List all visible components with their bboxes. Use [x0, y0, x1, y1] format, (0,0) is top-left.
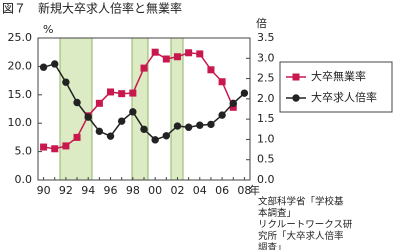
source-note: 調査」 — [258, 242, 287, 250]
y2-tick-label: 0.0 — [257, 173, 275, 186]
y-tick-label: 25.0 — [8, 31, 33, 44]
y2-tick-label: 2.5 — [257, 72, 275, 85]
x-tick-label: 04 — [193, 184, 207, 197]
x-tick-label: 92 — [59, 184, 73, 197]
marker — [73, 98, 81, 107]
legend-marker — [292, 94, 300, 102]
y-tick-label: 20.0 — [8, 59, 33, 72]
y2-tick-label: 0.5 — [257, 153, 275, 166]
source-note: 究所「大卒求人倍率 — [258, 230, 344, 242]
x-tick-label: 06 — [215, 184, 229, 197]
marker — [140, 64, 148, 72]
marker — [185, 49, 193, 57]
marker — [51, 145, 59, 153]
legend-marker — [292, 73, 300, 81]
marker — [129, 89, 137, 97]
x-tick-label: 94 — [81, 184, 95, 197]
marker — [151, 136, 159, 144]
legend — [279, 61, 393, 113]
marker — [51, 60, 59, 68]
marker — [229, 99, 237, 108]
source-note: 文部科学省「学校基 — [258, 196, 344, 208]
marker — [184, 123, 193, 131]
marker — [40, 143, 48, 151]
marker — [240, 89, 249, 97]
x-tick-label: 90 — [37, 184, 51, 197]
y-tick-label: 5.0 — [15, 145, 33, 158]
marker — [218, 111, 226, 119]
marker — [84, 113, 92, 121]
marker — [95, 99, 103, 107]
marker — [62, 78, 70, 86]
marker — [117, 117, 126, 125]
marker — [218, 78, 226, 86]
y-tick-label: 15.0 — [8, 88, 33, 101]
marker — [62, 142, 70, 150]
y2-axis-label: 倍 — [256, 16, 267, 30]
y2-tick-label: 3.0 — [257, 51, 275, 64]
marker — [207, 66, 215, 74]
source-note: リクルートワークス研 — [258, 220, 353, 231]
y2-tick-label: 1.0 — [257, 132, 275, 145]
marker — [162, 132, 171, 140]
x-tick-label: 98 — [126, 184, 140, 197]
y2-tick-label: 2.0 — [257, 92, 275, 105]
marker — [106, 132, 115, 140]
shaded-period — [59, 37, 93, 181]
legend-label: 大卒求人倍率 — [311, 90, 377, 104]
marker — [207, 120, 215, 129]
y-axis-label: % — [43, 23, 53, 36]
x-tick-label: 00 — [148, 184, 162, 197]
chart-title: 図７ 新規大卒求人倍率と無業率 — [2, 1, 182, 16]
x-axis-label: 年 — [249, 183, 260, 197]
marker — [162, 55, 170, 63]
legend-label: 大卒無業率 — [311, 69, 366, 83]
marker — [73, 133, 81, 141]
marker — [173, 53, 181, 61]
x-tick-label: 96 — [104, 184, 118, 197]
y-tick-label: 10.0 — [8, 116, 33, 129]
source-note: 本調査」 — [258, 207, 296, 219]
x-tick-label: 02 — [170, 184, 184, 197]
y-tick-label: 0.0 — [15, 173, 33, 186]
marker — [229, 103, 237, 111]
marker — [196, 50, 204, 58]
marker — [129, 108, 137, 116]
marker — [140, 125, 148, 133]
y2-tick-label: 3.5 — [257, 31, 275, 44]
marker — [107, 88, 115, 96]
marker — [118, 90, 126, 98]
y2-tick-label: 1.5 — [257, 112, 275, 125]
marker — [95, 127, 104, 136]
marker — [173, 122, 182, 130]
marker — [151, 48, 159, 56]
x-tick-label: 08 — [237, 184, 251, 197]
marker — [39, 63, 48, 71]
marker — [196, 121, 204, 129]
